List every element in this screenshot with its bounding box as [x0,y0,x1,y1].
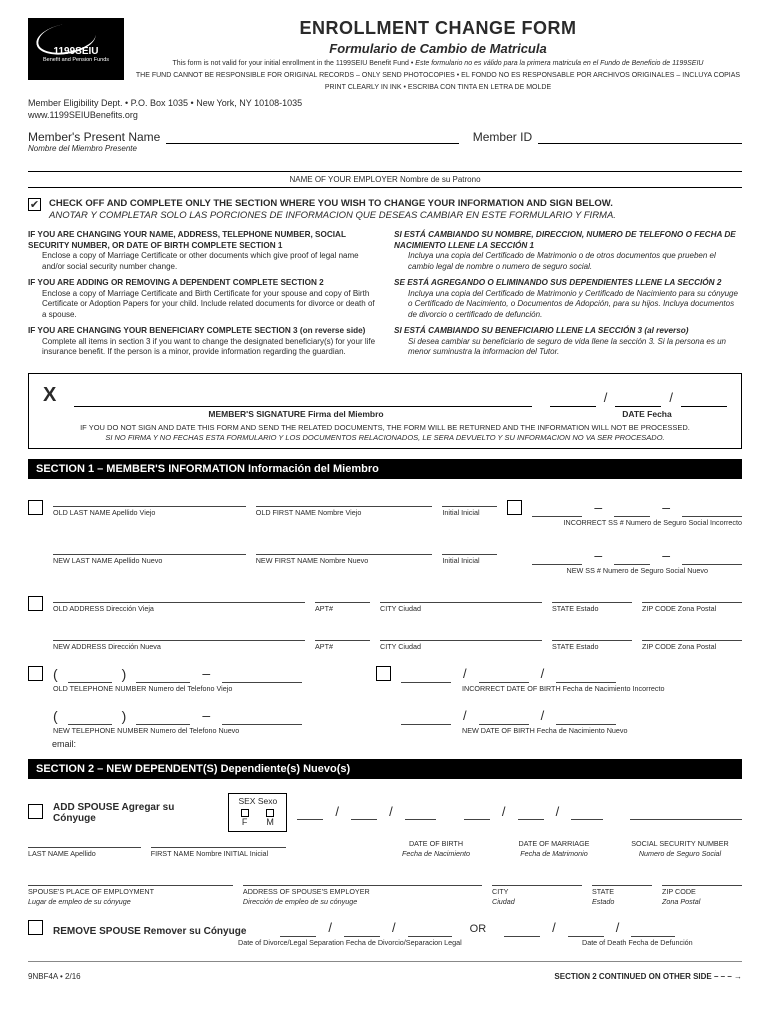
dob-seg[interactable] [479,669,529,683]
old-first-name[interactable] [256,493,433,507]
tel-pre[interactable] [136,669,190,683]
footer: 9NBF4A • 2/16 SECTION 2 CONTINUED ON OTH… [28,972,742,981]
spouse-dom[interactable] [518,806,544,820]
new-dob-seg[interactable] [556,711,616,725]
old-state[interactable] [552,589,632,603]
old-zip[interactable] [642,589,742,603]
spouse-emp-city[interactable] [492,872,582,886]
page-subtitle: Formulario de Cambio de Matricula [134,41,742,56]
spouse-ssn[interactable] [630,806,742,820]
signature-input[interactable] [74,387,531,407]
check-instructions: CHECK OFF AND COMPLETE ONLY THE SECTION … [49,198,616,222]
address: Member Eligibility Dept. • P.O. Box 1035… [28,98,742,108]
spouse-first[interactable] [151,834,286,848]
dob-seg[interactable] [401,669,451,683]
new-first-name[interactable] [256,541,433,555]
add-spouse-checkbox[interactable] [28,804,43,819]
date-seg[interactable] [550,389,596,407]
signature-box: X / / MEMBER'S SIGNATURE Firma del Miemb… [28,373,742,449]
section-2-header: SECTION 2 – NEW DEPENDENT(S) Dependiente… [28,759,742,779]
disclaimer: This form is not valid for your initial … [134,59,742,68]
ss-seg[interactable] [532,503,582,517]
death-date[interactable] [568,923,604,937]
header: 1199SEIU Benefit and Pension Funds ENROL… [28,18,742,92]
sex-f-checkbox[interactable]: F [237,807,252,827]
logo: 1199SEIU Benefit and Pension Funds [28,18,124,80]
old-city[interactable] [380,589,542,603]
url: www.1199SEIUBenefits.org [28,110,742,120]
sex-box: SEX Sexo F M [228,793,287,832]
main-checkbox[interactable]: ✔ [28,198,41,211]
signature-x: X [43,384,56,407]
spouse-dob[interactable] [351,806,377,820]
instruction-columns: IF YOU ARE CHANGING YOUR NAME, ADDRESS, … [28,230,742,363]
old-apt[interactable] [315,589,370,603]
spouse-dom[interactable] [571,806,603,820]
spouse-employer[interactable] [28,872,233,886]
new-ss-seg[interactable] [532,551,582,565]
member-id-label: Member ID [473,130,532,144]
spouse-emp-addr[interactable] [243,872,482,886]
new-tel-area[interactable] [68,711,112,725]
old-last-name[interactable] [53,493,246,507]
new-zip[interactable] [642,627,742,641]
tel-change-checkbox[interactable] [28,666,43,681]
section-1-header: SECTION 1 – MEMBER'S INFORMATION Informa… [28,459,742,479]
employer-field[interactable]: NAME OF YOUR EMPLOYER Nombre de su Patro… [28,171,742,188]
div-date[interactable] [408,923,452,937]
ss-seg[interactable] [614,503,650,517]
new-address[interactable] [53,627,305,641]
spouse-last[interactable] [28,834,141,848]
new-ss-seg[interactable] [614,551,650,565]
spouse-dom[interactable] [464,806,490,820]
div-date[interactable] [280,923,316,937]
dob-seg[interactable] [556,669,616,683]
tel-area[interactable] [68,669,112,683]
member-name-input[interactable] [166,130,458,144]
new-ss-seg[interactable] [682,551,742,565]
new-tel-num[interactable] [222,711,302,725]
ss-seg[interactable] [682,503,742,517]
death-date[interactable] [631,923,675,937]
new-city[interactable] [380,627,542,641]
new-last-name[interactable] [53,541,246,555]
new-initial[interactable] [442,541,497,555]
tel-num[interactable] [222,669,302,683]
remove-spouse-checkbox[interactable] [28,920,43,935]
death-date[interactable] [504,923,540,937]
spouse-emp-zip[interactable] [662,872,742,886]
member-name-label: Member's Present Name [28,130,160,144]
addr-change-checkbox[interactable] [28,596,43,611]
new-tel-pre[interactable] [136,711,190,725]
new-apt[interactable] [315,627,370,641]
date-seg[interactable] [615,389,661,407]
signature-note: IF YOU DO NOT SIGN AND DATE THIS FORM AN… [43,423,727,442]
spouse-emp-state[interactable] [592,872,652,886]
email-label: email: [52,739,742,749]
spouse-dob[interactable] [297,806,323,820]
new-dob-seg[interactable] [401,711,451,725]
name-change-checkbox[interactable] [28,500,43,515]
ss-change-checkbox[interactable] [507,500,522,515]
old-address[interactable] [53,589,305,603]
spouse-dob[interactable] [405,806,437,820]
old-initial[interactable] [442,493,497,507]
date-seg[interactable] [681,389,727,407]
sex-m-checkbox[interactable]: M [262,807,278,827]
div-date[interactable] [344,923,380,937]
new-state[interactable] [552,627,632,641]
page-title: ENROLLMENT CHANGE FORM [134,18,742,39]
dob-change-checkbox[interactable] [376,666,391,681]
new-dob-seg[interactable] [479,711,529,725]
member-id-input[interactable] [538,130,742,144]
